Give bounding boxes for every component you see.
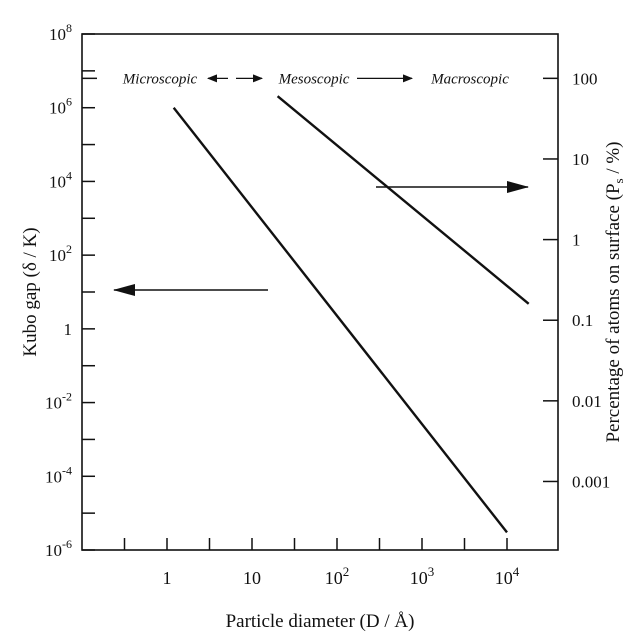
y-right-tick-label: 0.001 [572,472,610,491]
region-label-macroscopic: Macroscopic [430,71,509,87]
y-right-tick-label: 1 [572,231,581,250]
y-right-axis-label-sub: s [611,178,626,183]
x-axis-label: Particle diameter (D / Å) [226,611,415,632]
y-right-axis-label-tail: / %) [603,141,624,178]
y-right-tick-label: 100 [572,69,598,88]
series-line-kubo-gap [172,106,508,534]
x-tick-label: 103 [410,564,435,588]
x-tick-label: 10 [243,568,261,588]
size-regions: Microscopic Mesoscopic Macroscopic [82,71,509,87]
y-left-tick-label: 1 [64,320,73,339]
y-left-axis-label: Kubo gap (δ / K) [20,227,41,356]
y-left-tick-label: 108 [49,21,72,44]
y-left-tick-label: 10-2 [45,390,72,413]
y-right-axis-label: Percentage of atoms on surface (Ps / %) [603,141,626,442]
y-left-tick-label: 102 [49,242,72,265]
y-left-axis-ticks: 108 106 104 102 1 10-2 10-4 10-6 [45,21,95,560]
axis-indicator-arrows [113,181,529,296]
series-line-surface-atoms [276,95,530,305]
y-right-tick-label: 0.1 [572,311,593,330]
y-right-axis-label-main: Percentage of atoms on surface (P [603,183,624,442]
y-left-tick-label: 106 [49,95,72,118]
y-right-tick-label: 10 [572,150,589,169]
region-label-mesoscopic: Mesoscopic [278,71,350,87]
y-left-tick-label: 10-4 [45,463,72,486]
y-left-tick-label: 104 [49,168,72,191]
y-right-axis-ticks: 100 10 1 0.1 0.01 0.001 [543,69,610,491]
x-tick-label: 102 [325,564,350,588]
y-right-tick-label: 0.01 [572,392,602,411]
plot-frame [81,33,559,551]
data-series [172,95,530,534]
x-tick-label: 104 [495,564,520,588]
x-tick-label: 1 [163,568,172,588]
x-axis-ticks: 1 10 102 103 104 [123,538,520,588]
region-label-microscopic: Microscopic [122,71,198,87]
y-left-tick-label: 10-6 [45,537,72,560]
